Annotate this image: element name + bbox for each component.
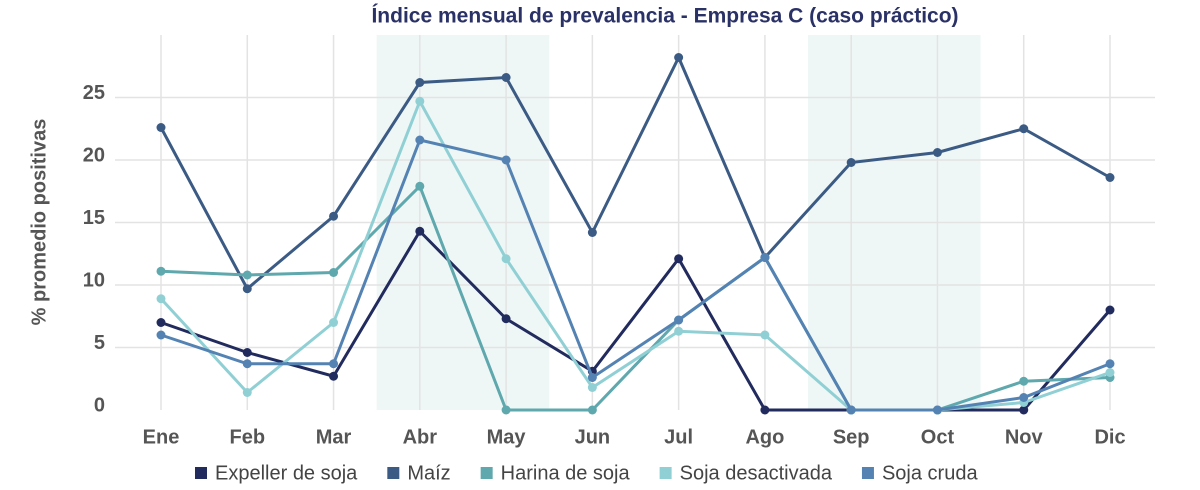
point [242,284,252,294]
point [156,266,166,276]
point [932,405,942,415]
point [415,96,425,106]
point [587,383,597,392]
point [1019,393,1029,402]
chart-title: Índice mensual de prevalencia - Empresa … [371,5,958,28]
point [501,405,511,415]
point [415,78,425,87]
point [1105,368,1115,377]
point [501,73,511,82]
point [415,181,425,191]
point [329,359,339,369]
x-tick-label: Feb [229,426,265,448]
point [1105,359,1115,369]
point [1019,124,1029,134]
point [760,330,770,340]
point [501,254,511,264]
point [242,359,252,369]
y-tick-label: 5 [94,332,105,354]
y-tick-label: 15 [83,207,105,229]
point [242,388,252,397]
legend-swatch [480,467,493,479]
x-tick-label: Dic [1094,426,1125,448]
x-tick-label: Ene [143,426,180,448]
point [587,405,597,415]
point [1019,405,1029,415]
y-tick-label: 25 [83,82,105,104]
legend-label: Expeller de soja [215,462,358,484]
point [242,348,252,357]
point [674,326,684,336]
point [415,226,425,236]
point [156,294,166,304]
point [846,405,856,415]
background [115,35,1155,410]
point [760,405,770,415]
point [415,135,425,145]
point [1105,173,1115,182]
point [674,254,684,264]
legend-label: Harina de soja [501,462,631,484]
x-tick-label: May [487,426,527,448]
series-line [159,53,1111,292]
legend-swatch [861,467,874,479]
point [1019,376,1029,386]
point [156,318,166,327]
point [1105,305,1115,315]
legend-swatch [659,467,672,479]
x-tick-label: Ago [745,426,784,448]
series-line [160,138,1111,412]
x-tick-label: Abr [403,426,438,448]
y-tick-label: 20 [83,144,105,166]
x-tick-label: Jun [575,426,611,448]
point [501,155,511,165]
point [329,211,339,221]
legend-label: Maíz [407,462,450,484]
point [587,228,597,237]
point [674,53,684,62]
legend-swatch [195,467,207,479]
y-axis-label: % promedio positivas [28,119,50,326]
point [846,158,856,167]
point [932,148,942,157]
point [156,123,166,132]
point [329,268,339,277]
x-tick-label: Sep [833,426,870,448]
series-line [160,183,1111,412]
x-tick-label: Jul [664,426,693,448]
x-tick-label: Nov [1005,426,1044,448]
point [674,315,684,325]
x-tick-label: Mar [316,426,352,448]
point [760,253,770,262]
legend-label: Soja cruda [882,462,978,484]
point [587,373,597,382]
y-tick-label: 0 [94,394,105,416]
point [329,318,339,327]
y-tick-label: 10 [83,269,105,291]
legend-swatch [387,467,400,479]
point [242,270,252,280]
point [156,330,166,340]
point [329,371,339,381]
x-tick-label: Oct [921,426,955,448]
legend-label: Soja desactivada [680,462,833,484]
point [501,314,511,324]
